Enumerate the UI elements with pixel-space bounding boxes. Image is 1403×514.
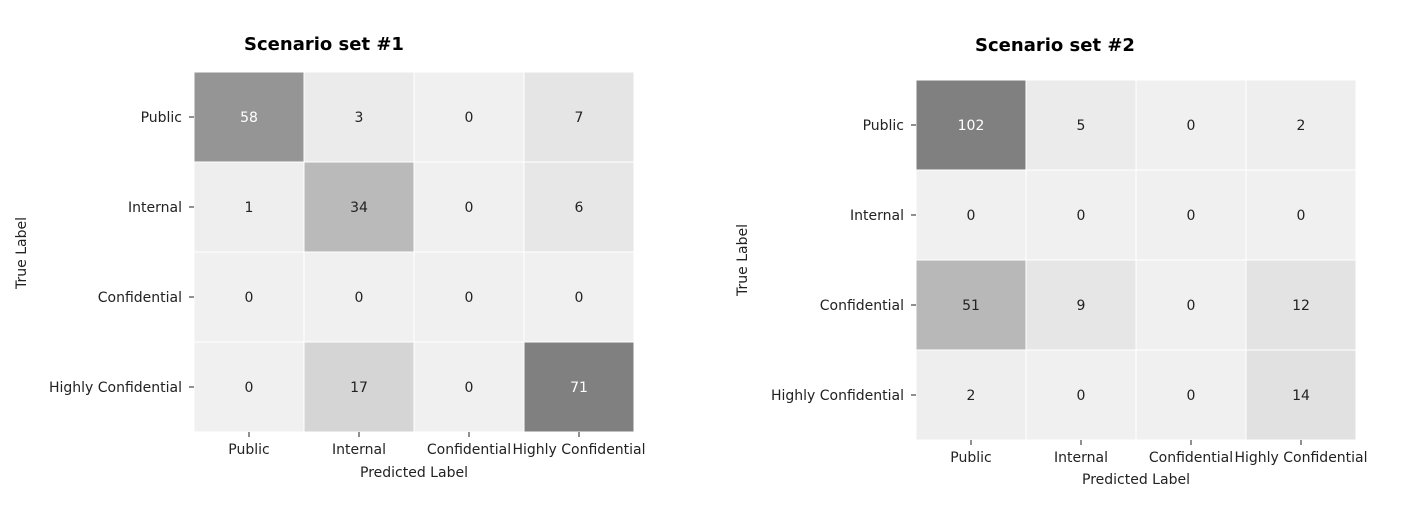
heatmap-cell: [1135, 259, 1247, 351]
y-tick-label: Internal: [850, 208, 904, 224]
heatmap-cell: [303, 71, 415, 163]
y-axis-label-2: True Label: [735, 224, 751, 297]
heatmap-cell: [1025, 79, 1137, 171]
cell-value-label: 0: [1297, 208, 1306, 224]
cell-value-label: 0: [575, 290, 584, 306]
heatmap-cell: [523, 341, 635, 433]
cell-value-label: 0: [465, 200, 474, 216]
cell-value-label: 0: [1077, 208, 1086, 224]
heatmap-cell: [523, 251, 635, 343]
y-tick-label: Confidential: [98, 290, 182, 306]
cell-value-label: 14: [1292, 388, 1310, 404]
heatmap-cell: [193, 71, 305, 163]
confusion-matrix-1: Scenario set #1 58 3 0 71 34 0 60 0 0 00 17 0 71 Pub…: [14, 34, 646, 481]
heatmap-cell: [523, 161, 635, 253]
cell-value-label: 0: [1187, 388, 1196, 404]
cell-value-label: 6: [575, 200, 584, 216]
cell-value-label: 3: [355, 110, 364, 126]
cell-value-label: 17: [350, 380, 368, 396]
cell-value-label: 34: [350, 200, 368, 216]
y-tick-labels-2: Public Internal Confidential Highly Confide…: [771, 118, 916, 404]
heatmap-cell: [1245, 169, 1357, 261]
cell-value-label: 2: [967, 388, 976, 404]
heatmap-cell: [193, 161, 305, 253]
x-axis-label-1: Predicted Label: [360, 465, 468, 481]
cell-value-label: 102: [958, 118, 985, 134]
cell-value-label: 0: [465, 380, 474, 396]
cell-value-label: 0: [465, 110, 474, 126]
cell-value-label: 2: [1297, 118, 1306, 134]
heatmap-cell: [303, 161, 415, 253]
chart-title-2: Scenario set #2: [975, 35, 1135, 56]
cell-value-label: 0: [1077, 388, 1086, 404]
x-tick-label: Confidential: [1149, 450, 1233, 466]
cell-value-label: 0: [967, 208, 976, 224]
x-tick-label: Public: [950, 450, 991, 466]
cell-value-label: 51: [962, 298, 980, 314]
heatmap-cell: [915, 169, 1027, 261]
y-tick-label: Highly Confidential: [771, 388, 904, 404]
y-tick-label: Public: [863, 118, 904, 134]
heatmap-cell: [1025, 259, 1137, 351]
cell-value-label: 58: [240, 110, 258, 126]
heatmap-cell: [915, 259, 1027, 351]
cell-value-label: 12: [1292, 298, 1310, 314]
cell-value-label: 0: [1187, 118, 1196, 134]
heatmap-cell: [1245, 79, 1357, 171]
cell-value-label: 0: [245, 290, 254, 306]
cell-value-label: 0: [1187, 298, 1196, 314]
cell-value-label: 5: [1077, 118, 1086, 134]
y-tick-label: Public: [141, 110, 182, 126]
heatmap-cell: [523, 71, 635, 163]
heatmap-cell: [413, 71, 525, 163]
x-tick-label: Highly Confidential: [1234, 450, 1367, 466]
y-tick-label: Internal: [128, 200, 182, 216]
y-tick-label: Confidential: [820, 298, 904, 314]
cell-value-label: 1: [245, 200, 254, 216]
cell-value-label: 7: [575, 110, 584, 126]
x-tick-labels-1: Public Internal Confidential Highly Confide…: [228, 432, 646, 458]
heatmap-cell: [303, 251, 415, 343]
heatmap-cell: [1245, 349, 1357, 441]
y-tick-label: Highly Confidential: [49, 380, 182, 396]
heatmap-cell: [303, 341, 415, 433]
x-tick-label: Internal: [332, 442, 386, 458]
confusion-matrix-2: Scenario set #2 102 5 0 2 0 0 0 0 51 9 0 12 2 0 0 14 Pu…: [735, 35, 1368, 488]
heatmap-cell: [413, 341, 525, 433]
y-axis-label-1: True Label: [14, 217, 30, 290]
cell-value-label: 0: [245, 380, 254, 396]
heatmap-cells-2: 102 5 0 2 0 0 0 0 51 9 0 12 2 0 0 14: [915, 79, 1357, 441]
heatmap-cell: [1135, 169, 1247, 261]
x-tick-labels-2: Public Internal Confidential Highly Confide…: [950, 440, 1368, 466]
heatmap-cells-1: 58 3 0 71 34 0 60 0 0 00 17 0 71: [193, 71, 635, 433]
x-tick-label: Public: [228, 442, 269, 458]
x-tick-label: Highly Confidential: [512, 442, 645, 458]
x-tick-label: Confidential: [427, 442, 511, 458]
chart-title-1: Scenario set #1: [244, 34, 404, 55]
cell-value-label: 71: [570, 380, 588, 396]
cell-value-label: 9: [1077, 298, 1086, 314]
cell-value-label: 0: [465, 290, 474, 306]
y-tick-labels-1: Public Internal Confidential Highly Confide…: [49, 110, 194, 396]
cell-value-label: 0: [355, 290, 364, 306]
x-axis-label-2: Predicted Label: [1082, 472, 1190, 488]
cell-value-label: 0: [1187, 208, 1196, 224]
heatmap-cell: [915, 79, 1027, 171]
heatmap-cell: [1135, 79, 1247, 171]
heatmap-cell: [193, 341, 305, 433]
x-tick-label: Internal: [1054, 450, 1108, 466]
